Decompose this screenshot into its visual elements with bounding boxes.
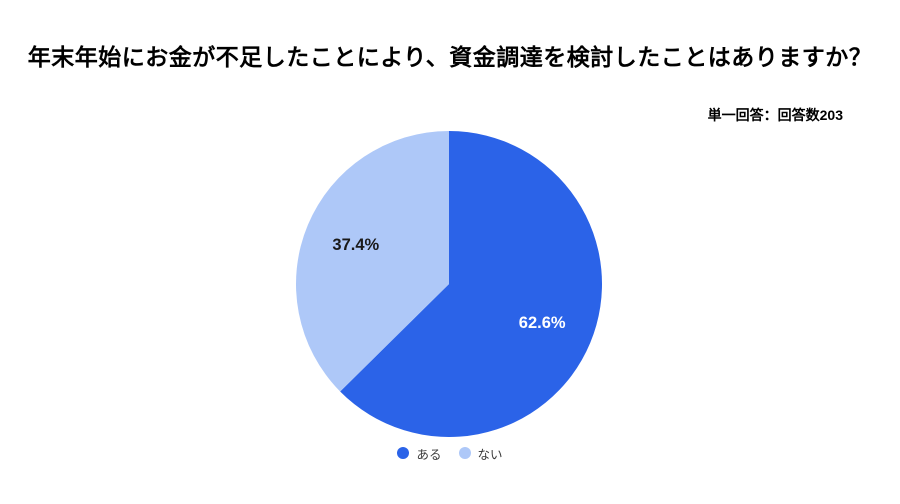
- chart-legend: ある ない: [0, 441, 900, 465]
- pie-chart: 62.6% 37.4%: [296, 131, 602, 437]
- legend-item-ない: ない: [458, 444, 503, 463]
- legend-color-dot-icon: [458, 447, 471, 459]
- slice-value-label-ある: 62.6%: [519, 314, 566, 332]
- slice-value-label-ない: 37.4%: [332, 236, 379, 254]
- pie-slice-ある: [340, 131, 602, 437]
- legend-item-label: ある: [416, 447, 442, 462]
- legend-item-ある: ある: [397, 444, 442, 463]
- pie-slice-ない: [296, 131, 449, 392]
- response-count-note: 単一回答：回答数203: [707, 107, 843, 123]
- pie-chart-area: 62.6% 37.4%: [296, 131, 602, 437]
- legend-color-dot-icon: [397, 447, 410, 459]
- legend-item-label: ない: [477, 447, 503, 462]
- chart-title: 年末年始にお金が不足したことにより、資金調達を検討したことはありますか？: [27, 44, 873, 70]
